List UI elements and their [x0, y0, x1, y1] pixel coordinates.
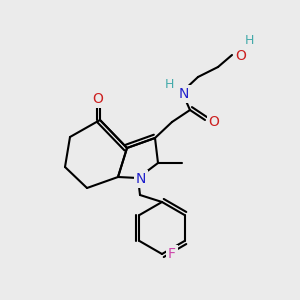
Text: N: N: [136, 172, 146, 186]
Text: N: N: [179, 87, 189, 101]
Text: H: H: [164, 79, 174, 92]
Text: H: H: [244, 34, 254, 46]
Text: O: O: [208, 115, 219, 129]
Text: O: O: [93, 92, 104, 106]
Text: O: O: [236, 49, 246, 63]
Text: F: F: [168, 247, 176, 261]
